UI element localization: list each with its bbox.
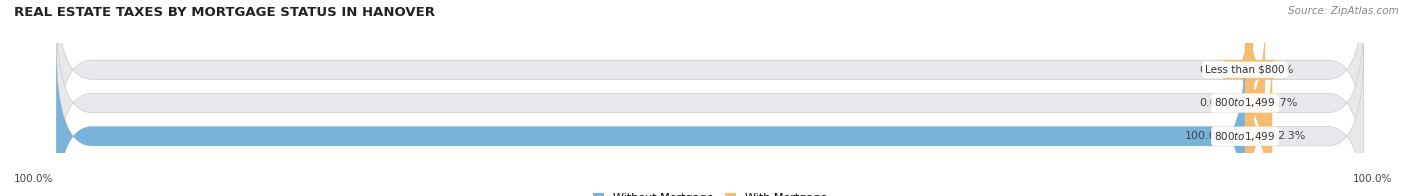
Text: Source: ZipAtlas.com: Source: ZipAtlas.com <box>1288 6 1399 16</box>
FancyBboxPatch shape <box>56 0 1364 160</box>
FancyBboxPatch shape <box>1229 13 1281 193</box>
Text: 1.7%: 1.7% <box>1270 98 1298 108</box>
FancyBboxPatch shape <box>1237 46 1281 196</box>
Text: 100.0%: 100.0% <box>14 174 53 184</box>
Legend: Without Mortgage, With Mortgage: Without Mortgage, With Mortgage <box>589 189 831 196</box>
FancyBboxPatch shape <box>56 46 1244 196</box>
FancyBboxPatch shape <box>1218 0 1281 160</box>
Text: $800 to $1,499: $800 to $1,499 <box>1215 96 1275 110</box>
Text: 0.0%: 0.0% <box>1199 65 1227 75</box>
Text: 100.0%: 100.0% <box>1185 131 1227 141</box>
FancyBboxPatch shape <box>56 46 1364 196</box>
Text: Less than $800: Less than $800 <box>1205 65 1285 75</box>
Text: 2.3%: 2.3% <box>1277 131 1305 141</box>
Text: REAL ESTATE TAXES BY MORTGAGE STATUS IN HANOVER: REAL ESTATE TAXES BY MORTGAGE STATUS IN … <box>14 6 434 19</box>
Text: $800 to $1,499: $800 to $1,499 <box>1215 130 1275 143</box>
Text: 0.69%: 0.69% <box>1258 65 1294 75</box>
Text: 0.0%: 0.0% <box>1199 98 1227 108</box>
FancyBboxPatch shape <box>56 13 1364 193</box>
Text: 100.0%: 100.0% <box>1353 174 1392 184</box>
